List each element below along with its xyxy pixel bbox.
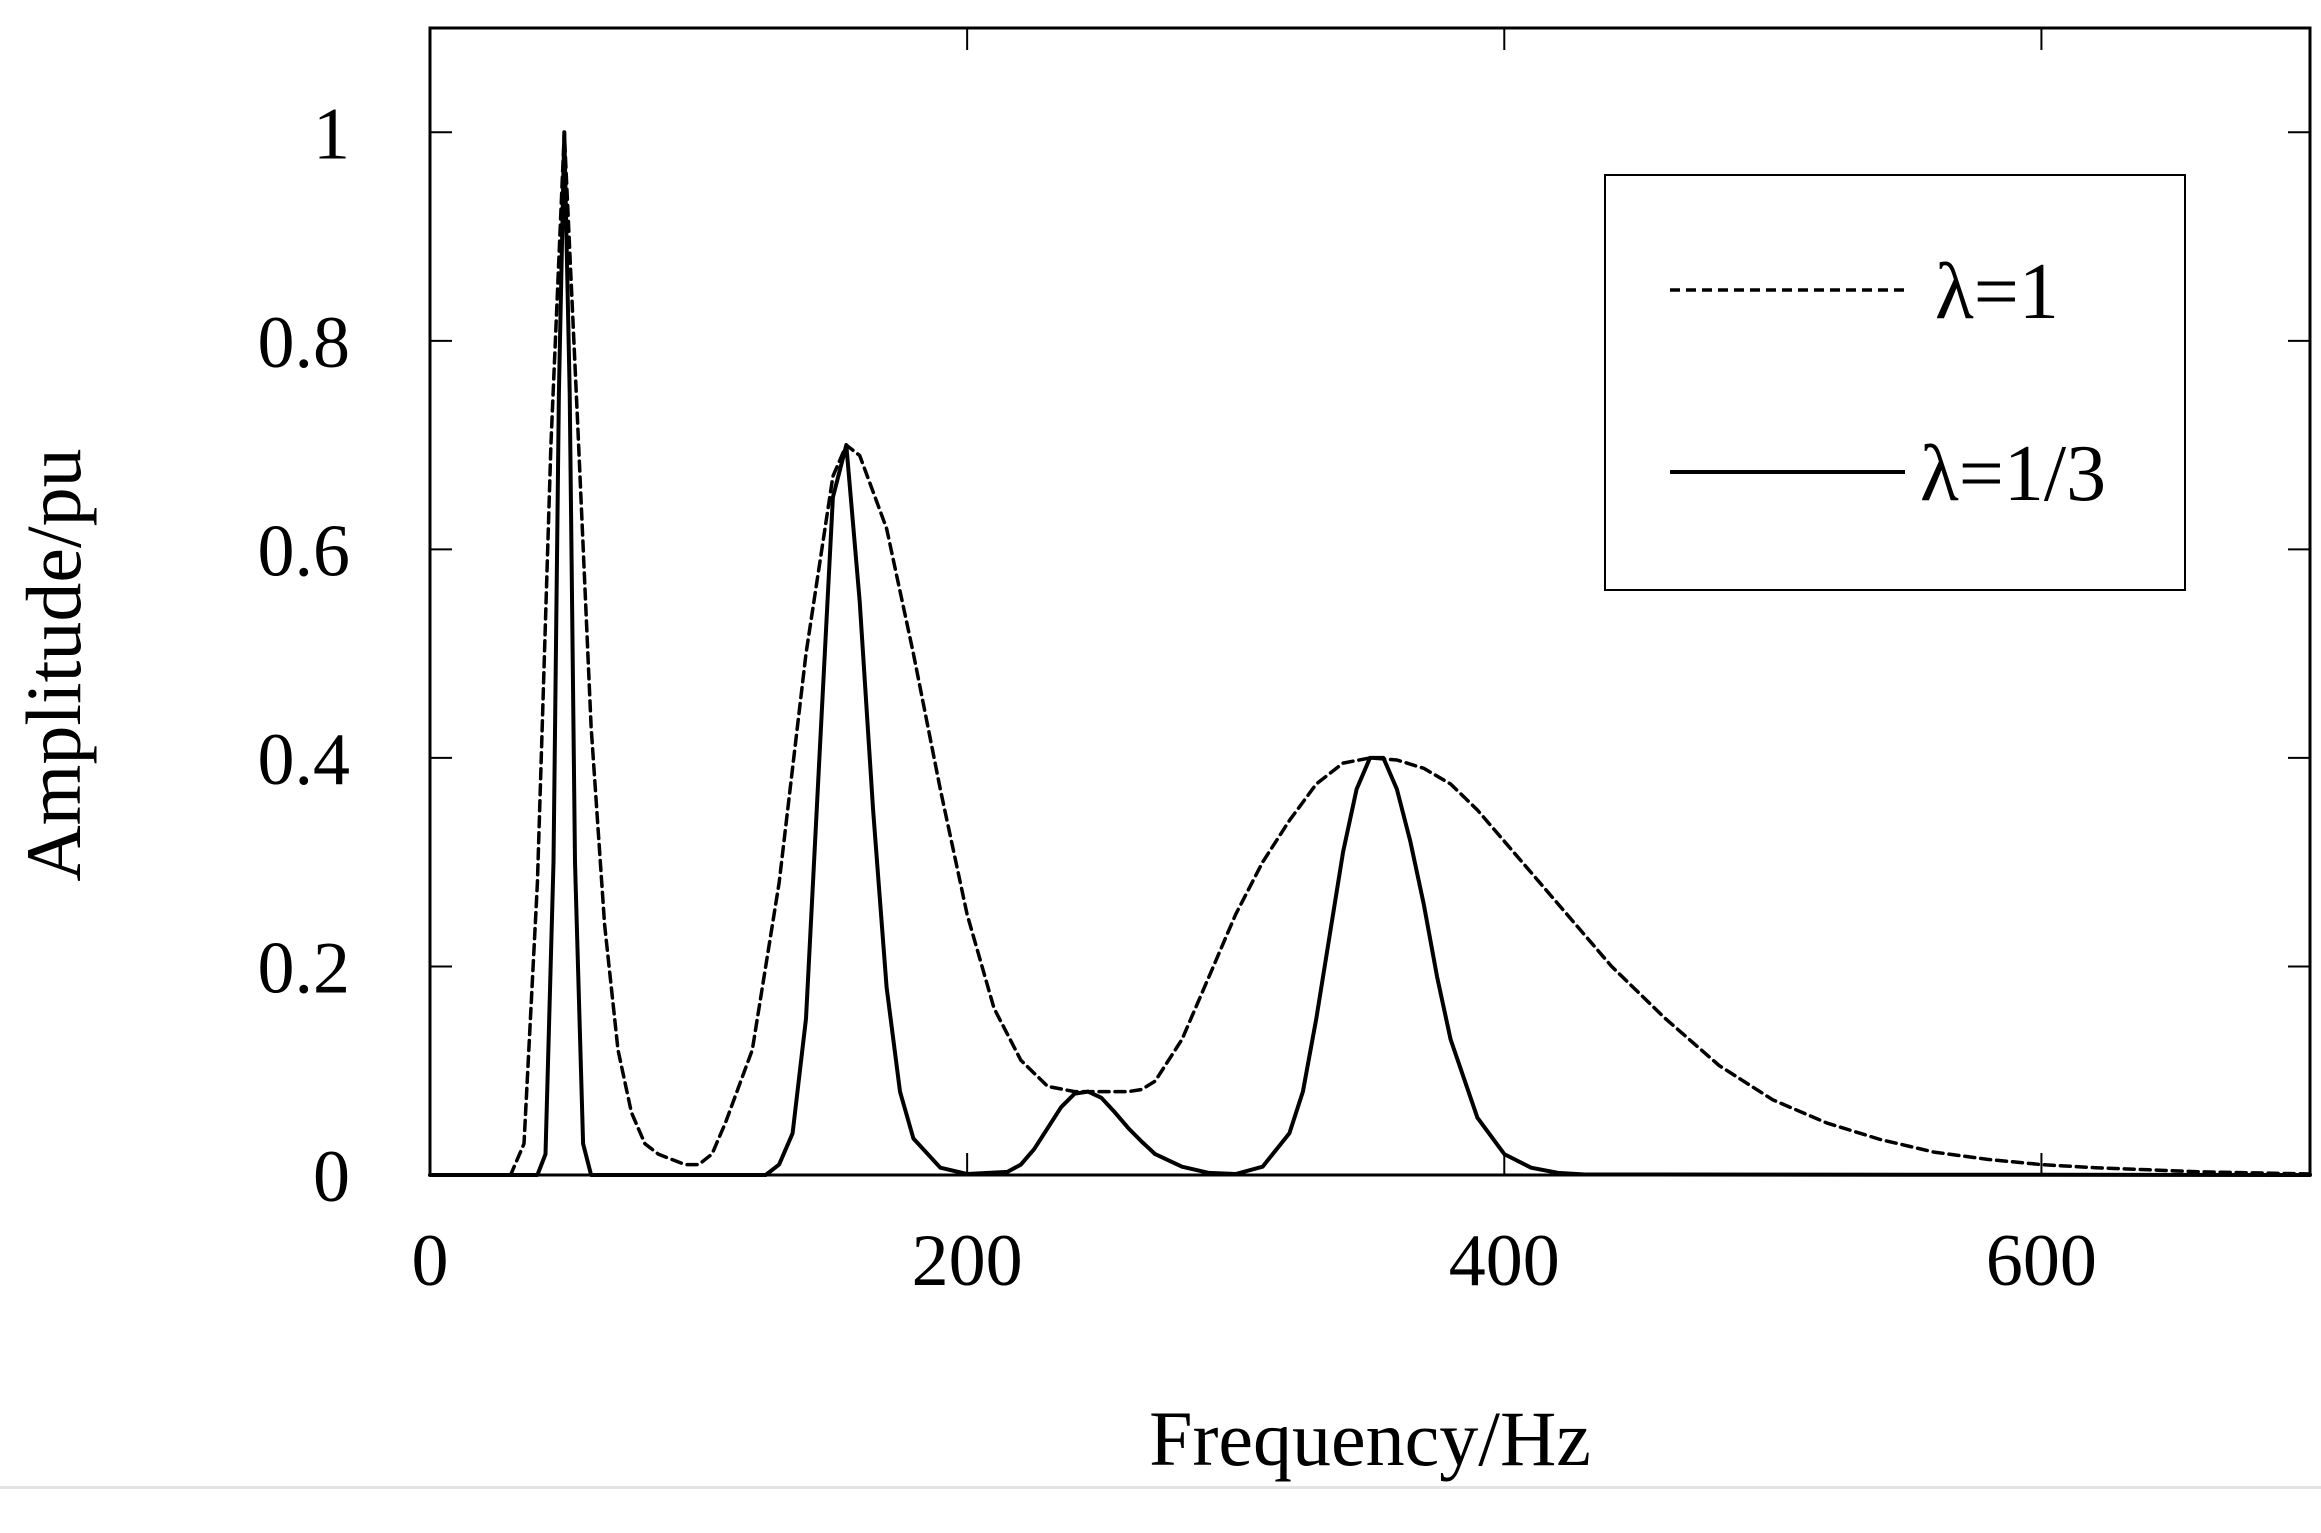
legend-box xyxy=(1604,174,2186,591)
plot-frame xyxy=(428,26,2312,1177)
y-tick-label: 0.2 xyxy=(258,927,351,1009)
legend-label-series-1: λ=1 xyxy=(1935,248,2059,336)
legend: λ=1 λ=1/3 xyxy=(1604,174,2186,591)
y-axis-label: Amplitude/pu xyxy=(10,448,97,881)
y-tick-label: 0.4 xyxy=(258,719,351,801)
x-axis: 0 200 400 600 xyxy=(412,28,2097,1302)
x-tick-label: 0 xyxy=(412,1220,449,1302)
y-tick-label: 1 xyxy=(313,93,350,175)
series-line-solid xyxy=(428,130,2312,1177)
y-tick-label: 0.8 xyxy=(258,302,351,384)
y-tick-label: 0.6 xyxy=(258,510,351,592)
legend-label-series-2: λ=1/3 xyxy=(1920,430,2106,518)
x-axis-label: Frequency/Hz xyxy=(1149,1395,1591,1482)
x-tick-label: 400 xyxy=(1449,1220,1560,1302)
x-tick-label: 600 xyxy=(1986,1220,2097,1302)
series-layer xyxy=(428,130,2312,1177)
bottom-divider xyxy=(0,1486,2321,1489)
y-tick-label: 0 xyxy=(313,1136,350,1218)
x-tick-label: 200 xyxy=(912,1220,1023,1302)
